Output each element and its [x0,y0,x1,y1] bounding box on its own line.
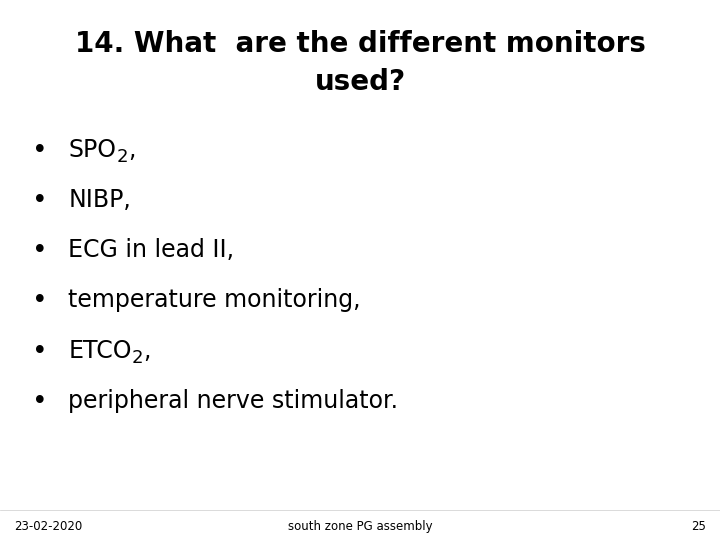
Text: used?: used? [315,68,405,96]
Text: •: • [32,288,48,314]
Text: ,: , [143,339,150,362]
Text: 2: 2 [132,349,143,367]
Text: ETCO: ETCO [68,339,132,362]
Text: 23-02-2020: 23-02-2020 [14,520,83,533]
Text: •: • [32,188,48,214]
Text: 2: 2 [117,148,128,166]
Text: 14. What  are the different monitors: 14. What are the different monitors [75,30,645,58]
Text: •: • [32,138,48,164]
Text: •: • [32,389,48,415]
Text: temperature monitoring,: temperature monitoring, [68,288,361,312]
Text: south zone PG assembly: south zone PG assembly [288,520,432,533]
Text: SPO: SPO [68,138,117,161]
Text: 25: 25 [690,520,706,533]
Text: •: • [32,339,48,364]
Text: NIBP,: NIBP, [68,188,131,212]
Text: ,: , [128,138,135,161]
Text: ECG in lead II,: ECG in lead II, [68,238,235,262]
Text: peripheral nerve stimulator.: peripheral nerve stimulator. [68,389,398,413]
Text: •: • [32,238,48,264]
